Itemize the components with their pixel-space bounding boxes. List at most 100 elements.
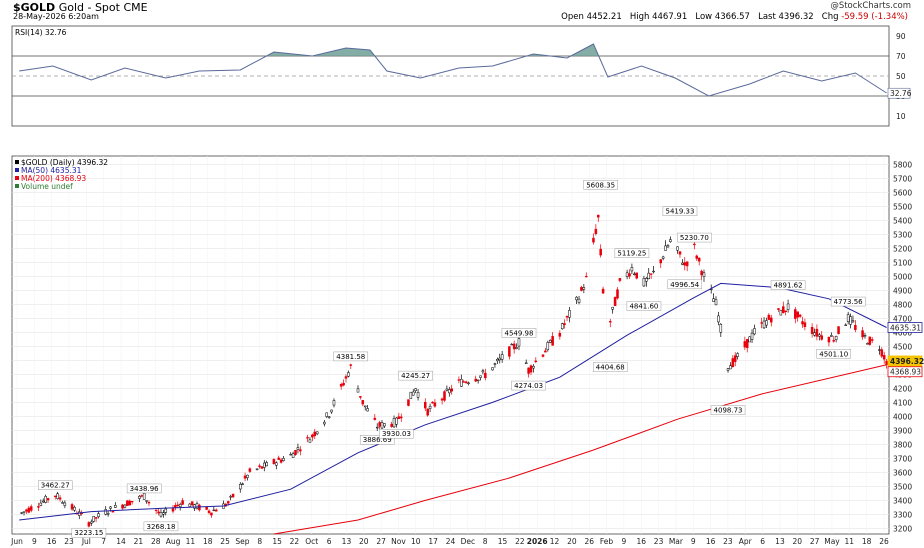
candle-body [344,376,348,379]
price-tick-label: 5400 [893,216,912,225]
candle-body [22,511,26,513]
candle-body [493,363,497,365]
candle-body [633,273,636,275]
candle-body [193,504,196,509]
candle-body [395,417,398,425]
candle-body [366,408,369,412]
price-tick-label: 3900 [893,426,912,435]
candle-body [532,365,535,369]
candle-body [736,353,739,357]
candle-body [642,278,646,287]
price-annotation: 3268.18 [146,523,175,531]
candle-body [729,365,732,370]
high-label: High [629,12,650,22]
price-annotation: 3462.27 [41,482,70,490]
candle-body [198,504,201,511]
x-tick-label: 16 [706,537,716,546]
price-annotation-box [359,435,395,445]
candle-body [347,372,350,377]
candle-body [164,508,168,513]
candle-body [145,500,148,502]
last-value: 4396.32 [778,12,814,22]
candle-body [440,398,444,401]
candle-body [849,316,852,325]
candle-body [181,500,184,505]
candle-body [433,402,437,407]
candle-body [676,246,679,251]
candle-body [409,391,413,399]
candle-body [837,326,840,334]
candle-body [584,275,588,278]
price-annotation: 3223.15 [74,529,103,537]
candle-body [661,256,665,259]
candle-body [568,310,571,318]
price-tick-label: 3400 [893,496,912,505]
rsi-tick-label: 50 [896,72,906,81]
candle-body [784,310,787,312]
candle-body [678,251,682,255]
price-tick-label: 5800 [893,160,912,169]
candle-body [563,323,566,325]
rsi-current-value: 32.76 [890,89,912,98]
candle-body [87,522,91,527]
candle-body [786,303,790,310]
candle-body [479,375,482,378]
candle-body [794,309,797,319]
candle-body [702,272,706,277]
x-tick-label: 16 [47,537,57,546]
legend-swatch [15,184,19,188]
price-annotation-box [379,429,414,439]
candle-body [431,401,434,404]
price-annotation: 4996.54 [670,281,699,289]
price-annotation-box [333,351,369,362]
candle-body [44,496,47,503]
candle-body [803,322,807,327]
candle-body [104,509,107,515]
x-tick-label: 21 [134,537,144,546]
candle-body [827,336,831,343]
candle-body [866,343,869,345]
candle-body [443,391,446,401]
ma200-line [273,364,887,535]
x-tick-label: Oct [305,537,318,546]
candle-body [407,399,410,406]
price-tick-label: 3200 [893,524,912,533]
legend-entry: MA(50) 4635.31 [21,166,82,175]
last-label: Last [758,12,776,22]
candle-body [700,270,703,276]
x-tick-label: 20 [359,537,369,546]
ohlc-readout: Open 4452.21 High 4467.91 Low 4366.57 La… [561,12,908,22]
candle-body [753,328,756,335]
candle-body [546,342,550,350]
price-annotation-box [398,370,433,381]
candle-body [416,392,420,398]
rsi-tick-label: 70 [896,52,906,61]
candle-body [121,504,124,509]
rsi-tick-label: 10 [896,112,906,121]
x-tick-label: 26 [879,537,889,546]
candle-body [529,365,533,373]
candle-body [390,423,393,427]
x-tick-label: 22 [290,537,300,546]
candle-body [188,503,192,507]
candle-body [349,364,353,366]
candle-body [681,262,684,265]
value-tag-label: 4368.93 [890,368,921,377]
price-tick-label: 3700 [893,454,912,463]
candle-body [195,503,199,509]
price-annotation-box [677,232,712,243]
candle-body [854,324,857,330]
candle-body [697,257,701,262]
price-annotation-box [501,328,537,338]
candle-body [214,509,218,512]
x-tick-label: 18 [203,537,213,546]
price-annotation: 3438.96 [130,485,159,493]
candle-body [885,360,888,366]
price-annotation-box [662,206,698,216]
candle-body [769,317,773,323]
candle-body [717,315,720,323]
candle-body [508,346,511,357]
candle-body [231,493,235,498]
candle-body [498,357,502,361]
candle-body [558,332,562,337]
